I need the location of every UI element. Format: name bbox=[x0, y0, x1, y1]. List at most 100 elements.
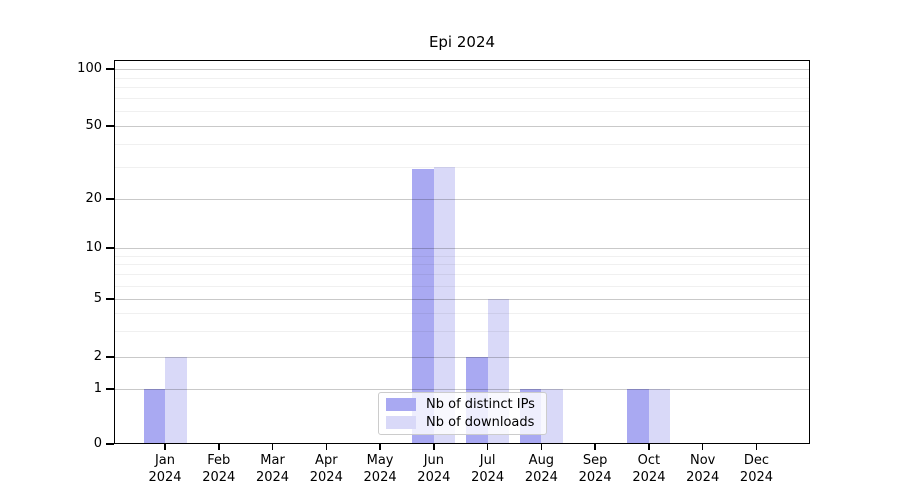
bar-downloads-jan bbox=[165, 357, 187, 444]
x-tick-label: Jun 2024 bbox=[402, 452, 466, 486]
y-tick-label: 100 bbox=[77, 61, 102, 76]
x-tick-mark bbox=[433, 444, 435, 450]
x-tick-label: May 2024 bbox=[348, 452, 412, 486]
y-tick-mark bbox=[106, 68, 114, 70]
y-gridline-minor bbox=[114, 264, 810, 266]
x-tick-mark bbox=[701, 444, 704, 450]
x-tick-label: Apr 2024 bbox=[294, 452, 358, 486]
x-tick-year: 2024 bbox=[255, 470, 290, 485]
y-tick-label: 10 bbox=[85, 240, 102, 255]
y-gridline-minor bbox=[114, 331, 810, 333]
y-tick-mark bbox=[106, 388, 114, 390]
x-tick-month: Dec bbox=[743, 453, 770, 468]
gridlines-layer bbox=[114, 60, 810, 444]
y-gridline-major bbox=[114, 69, 810, 70]
y-gridline-major bbox=[114, 126, 810, 127]
x-tick-label: Feb 2024 bbox=[187, 452, 251, 486]
x-tick-label: Nov 2024 bbox=[671, 452, 735, 486]
y-gridline-minor bbox=[114, 166, 810, 168]
x-tick-month: Nov bbox=[690, 453, 716, 468]
legend-swatch-distinct-ips bbox=[386, 398, 416, 412]
y-tick-label: 50 bbox=[85, 118, 102, 133]
x-tick-year: 2024 bbox=[471, 470, 505, 485]
x-tick-mark bbox=[218, 444, 220, 450]
y-gridline-minor bbox=[114, 255, 810, 257]
x-tick-year: 2024 bbox=[632, 470, 666, 485]
y-gridline-major bbox=[114, 299, 810, 300]
x-tick-label: Sep 2024 bbox=[563, 452, 627, 486]
y-tick-label: 0 bbox=[93, 436, 102, 451]
y-tick-mark bbox=[106, 247, 114, 249]
legend-label-distinct-ips: Nb of distinct IPs bbox=[426, 397, 535, 413]
y-gridline-major bbox=[114, 389, 810, 390]
x-tick-mark bbox=[594, 444, 596, 450]
y-tick-mark bbox=[106, 198, 114, 200]
x-tick-month: Jun bbox=[423, 453, 444, 468]
x-tick-label: Aug 2024 bbox=[509, 452, 573, 486]
y-gridline-minor bbox=[114, 77, 810, 79]
x-tick-year: 2024 bbox=[363, 470, 397, 485]
plot-area bbox=[114, 60, 810, 444]
y-tick-label: 5 bbox=[93, 291, 102, 306]
y-tick-label: 2 bbox=[93, 349, 102, 364]
legend-item-downloads: Nb of downloads bbox=[386, 415, 539, 430]
bar-distinct-ips-jun bbox=[412, 169, 434, 444]
y-gridline-major bbox=[114, 248, 810, 249]
legend: Nb of distinct IPs Nb of downloads bbox=[378, 392, 547, 435]
x-tick-year: 2024 bbox=[417, 470, 451, 485]
y-gridline-minor bbox=[114, 98, 810, 100]
y-tick-label: 20 bbox=[85, 191, 102, 206]
x-tick-year: 2024 bbox=[148, 470, 182, 485]
y-tick-mark bbox=[106, 356, 114, 358]
y-tick-mark bbox=[106, 298, 114, 300]
chart-title: Epi 2024 bbox=[428, 33, 496, 51]
x-tick-mark bbox=[648, 444, 650, 450]
x-tick-month: Jul bbox=[479, 453, 496, 468]
x-tick-label: Jul 2024 bbox=[456, 452, 520, 486]
x-tick-month: Mar bbox=[260, 453, 285, 468]
y-gridline-minor bbox=[114, 285, 810, 287]
x-tick-label: Dec 2024 bbox=[724, 452, 788, 486]
y-gridline-minor bbox=[114, 87, 810, 89]
x-tick-mark bbox=[325, 444, 328, 450]
legend-label-downloads: Nb of downloads bbox=[426, 414, 535, 430]
x-tick-year: 2024 bbox=[686, 470, 720, 485]
x-tick-month: May bbox=[366, 453, 394, 468]
x-tick-label: Jan 2024 bbox=[133, 452, 197, 486]
y-tick-mark bbox=[106, 125, 114, 127]
x-tick-mark bbox=[271, 444, 274, 450]
y-tick-label: 1 bbox=[93, 381, 102, 396]
bar-distinct-ips-oct bbox=[627, 389, 649, 444]
x-tick-month: Oct bbox=[637, 453, 661, 468]
x-tick-mark bbox=[755, 444, 758, 450]
y-gridline-major bbox=[114, 357, 810, 358]
x-tick-label: Oct 2024 bbox=[617, 452, 681, 486]
x-tick-year: 2024 bbox=[309, 470, 343, 485]
x-tick-year: 2024 bbox=[202, 470, 236, 485]
x-tick-month: Aug bbox=[528, 453, 555, 468]
x-tick-label: Mar 2024 bbox=[241, 452, 305, 486]
bar-downloads-oct bbox=[648, 389, 671, 444]
x-tick-year: 2024 bbox=[578, 470, 612, 485]
y-gridline-minor bbox=[114, 143, 810, 145]
bar-downloads-jun bbox=[433, 166, 456, 444]
x-tick-month: Feb bbox=[207, 453, 231, 468]
x-tick-month: Jan bbox=[154, 453, 176, 468]
x-tick-mark bbox=[164, 444, 166, 450]
y-gridline-minor bbox=[114, 111, 810, 112]
x-tick-mark bbox=[540, 444, 543, 450]
x-tick-year: 2024 bbox=[739, 470, 774, 485]
legend-swatch-downloads bbox=[386, 415, 416, 429]
y-tick-mark bbox=[106, 443, 114, 445]
legend-item-distinct-ips: Nb of distinct IPs bbox=[386, 397, 539, 412]
y-gridline-minor bbox=[114, 313, 810, 315]
x-tick-mark bbox=[486, 444, 489, 450]
bar-distinct-ips-jan bbox=[143, 389, 165, 444]
y-gridline-major bbox=[114, 199, 810, 200]
x-tick-month: Sep bbox=[582, 453, 608, 468]
y-gridline-minor bbox=[114, 274, 810, 276]
x-tick-month: Apr bbox=[315, 453, 338, 468]
x-tick-year: 2024 bbox=[524, 470, 558, 485]
x-tick-mark bbox=[379, 444, 381, 450]
